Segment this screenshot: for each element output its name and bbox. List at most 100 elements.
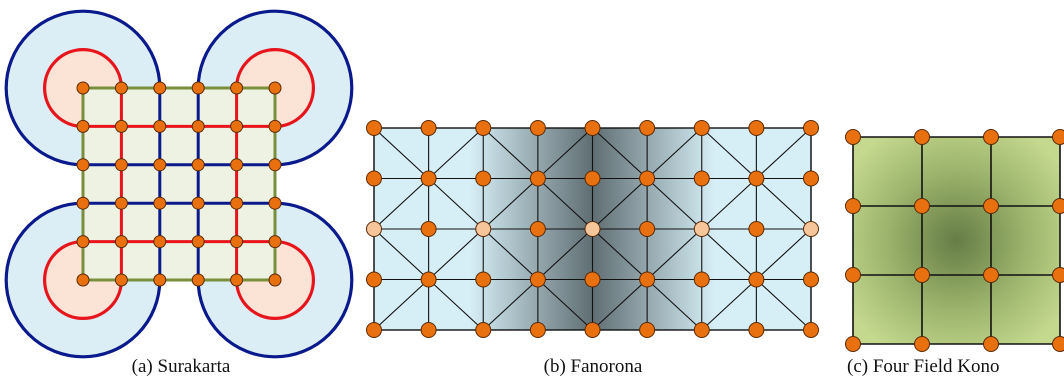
grid-node [153,273,167,287]
grid-node [153,235,167,249]
grid-node [803,271,819,288]
diagonal-line [482,228,539,280]
inner-loop-arc [43,240,123,320]
diagonal-line [373,228,429,280]
grid-node [1052,267,1064,283]
grid-node [845,267,861,283]
grid-node [153,119,167,133]
grid-node [114,81,128,95]
diagonal-line [592,279,648,331]
grid-node-light [584,221,601,237]
grid-node [748,221,765,237]
grid-node [420,221,437,237]
grid-node [114,158,128,172]
diagonal-line [373,279,429,331]
diagonal-line [701,127,757,179]
grid-node [914,267,930,283]
grid-node [983,267,999,283]
diagonal-line [537,127,593,179]
grid-node [230,119,244,133]
outer-loop-arc [4,201,162,359]
grid-node [748,322,765,338]
grid-node [529,120,546,136]
grid-node [420,170,437,187]
diagonal-line [428,279,484,331]
grid-node [693,271,710,288]
diagonal-line [428,127,484,179]
grid-node [584,170,601,187]
grid-node [1052,198,1064,214]
diagonal-line [756,228,812,280]
diagonal-line [646,178,703,230]
diagonal-line [482,279,539,331]
fanorona-board [366,120,819,338]
grid-node [366,271,382,288]
grid-node [76,158,90,172]
grid-node [914,198,930,214]
grid-node [268,196,282,210]
grid-node-light [803,221,819,237]
grid-node [76,273,90,287]
inner-loop-arc [235,48,315,128]
grid-node [529,221,546,237]
grid-node [114,235,128,249]
diagonal-line [537,178,593,230]
grid-node [191,235,205,249]
outer-loop-arc [4,9,162,167]
diagonal-line [646,279,703,331]
grid-node [639,221,656,237]
grid-node [76,81,90,95]
grid-node [639,120,656,136]
grid-node [693,322,710,338]
diagonal-line [373,178,429,230]
caption-four-field-kono: (c) Four Field Kono [847,356,1000,377]
grid-node [748,271,765,288]
outer-loop-arc [196,9,354,167]
grid-node [803,120,819,136]
diagonal-line [373,127,429,179]
grid-node [76,235,90,249]
grid-node [76,196,90,210]
caption-fanorona: (b) Fanorona [544,356,643,377]
grid-node-light [475,221,492,237]
grid-node [268,81,282,95]
grid-node [230,158,244,172]
grid-node [584,120,601,136]
grid-node [693,170,710,187]
diagonal-line [428,178,484,230]
grid-node [230,196,244,210]
diagonal-line [646,228,703,280]
diagonal-line [756,279,812,331]
outer-loop-arc [196,201,354,359]
caption-surakarta: (a) Surakarta [132,356,231,377]
diagonal-line [537,228,593,280]
diagonal-line [701,178,757,230]
grid-node-light [693,221,710,237]
grid-node [584,271,601,288]
grid-node [845,198,861,214]
diagonal-line [756,178,812,230]
grid-node [366,120,382,136]
grid-node [153,196,167,210]
grid-node [191,81,205,95]
grid-node [803,170,819,187]
grid-node [639,170,656,187]
diagonal-line [701,228,757,280]
diagonal-line [428,228,484,280]
grid-node [983,336,999,352]
diagonal-line [482,127,539,179]
grid-node [268,235,282,249]
diagonal-line [756,127,812,179]
grid-node [475,120,492,136]
grid-node [639,271,656,288]
diagonal-line [592,178,648,230]
grid-node [268,119,282,133]
grid-node [114,196,128,210]
grid-node [153,158,167,172]
grid-node [191,273,205,287]
grid-node [639,322,656,338]
grid-node [475,322,492,338]
grid-node [748,170,765,187]
grid-node [748,120,765,136]
